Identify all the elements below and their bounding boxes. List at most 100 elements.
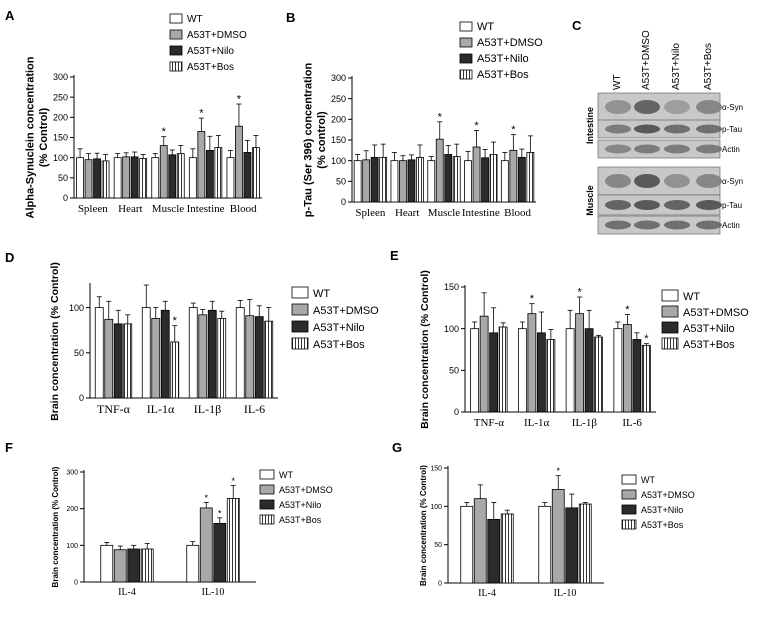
x-tick-label: Muscle — [428, 207, 461, 219]
blot-band — [696, 124, 722, 134]
panel-label: F — [5, 440, 13, 455]
legend-swatch — [621, 474, 637, 485]
lane-label: A53T+DMSO — [641, 30, 652, 90]
bar — [527, 313, 537, 413]
bar — [159, 145, 168, 199]
significance-marker: * — [218, 508, 222, 518]
bar — [122, 156, 131, 199]
bar — [578, 503, 592, 584]
panel-label: C — [572, 18, 582, 33]
significance-marker: * — [231, 476, 235, 486]
y-axis-label-line: p-Tau (Ser 396) concentration — [302, 63, 314, 218]
blot-band — [634, 124, 660, 134]
bar — [498, 326, 508, 413]
bar — [198, 314, 208, 399]
y-tick-label: 150 — [331, 135, 346, 145]
bar — [205, 150, 214, 199]
legend-label: A53T+Bos — [313, 339, 365, 351]
western-blot-panel: C WT A53T+DMSO A53T+Nilo A53T+Bos Intestine α-… — [572, 18, 743, 235]
legend: WT A53T+DMSO A53T+Nilo A53T+Bos — [459, 21, 543, 81]
y-tick-label: 200 — [331, 114, 346, 124]
bar — [226, 157, 235, 199]
legend-swatch — [169, 45, 183, 56]
panel-label: D — [5, 250, 14, 265]
bar — [379, 156, 388, 203]
bar — [188, 307, 198, 399]
x-tick-label: Heart — [395, 207, 419, 219]
legend-label: WT — [313, 288, 330, 300]
y-axis-label: Brain concentration (% Control) — [419, 270, 431, 429]
significance-marker: * — [530, 293, 535, 305]
bar — [460, 505, 474, 584]
bar — [362, 159, 371, 203]
legend-label: A53T+Bos — [683, 339, 735, 351]
y-axis-label-line: Brain concentration (% Control) — [419, 465, 428, 586]
y-tick-label: 200 — [53, 112, 68, 122]
chart-panel-d: D 0 50 100 Brain concentration (% Control) TN… — [5, 250, 379, 421]
blot-band — [664, 100, 690, 114]
blot-band — [634, 200, 660, 210]
y-axis-label-line: Brain concentration (% Control) — [49, 262, 61, 421]
bar — [141, 307, 151, 399]
y-axis-label-line: Brain concentration (% Control) — [419, 270, 431, 429]
bar — [245, 315, 255, 399]
bar — [622, 324, 632, 413]
bar — [151, 157, 160, 199]
bar — [186, 544, 200, 583]
bar — [575, 313, 585, 413]
significance-marker: * — [577, 287, 582, 299]
y-tick-label: 250 — [331, 94, 346, 104]
bar — [487, 518, 501, 584]
y-tick-label: 50 — [336, 176, 346, 186]
y-tick-label: 0 — [341, 197, 346, 207]
blot-band — [605, 124, 631, 134]
bar — [243, 152, 252, 199]
blot-band — [696, 200, 722, 210]
lane-label: WT — [612, 74, 623, 90]
bar — [197, 131, 206, 199]
y-tick-label: 100 — [53, 153, 68, 163]
significance-marker: * — [237, 94, 242, 106]
y-tick-label: 0 — [454, 407, 459, 417]
bar — [565, 328, 575, 413]
bar — [213, 522, 227, 583]
blot-band — [634, 220, 660, 230]
legend-swatch — [459, 53, 473, 64]
bar — [101, 160, 110, 199]
y-tick-label: 0 — [79, 393, 84, 403]
x-tick-label: IL-4 — [118, 587, 136, 598]
legend-label: A53T+Bos — [187, 62, 234, 73]
legend-label: WT — [641, 475, 655, 485]
band-label: p-Tau — [722, 201, 742, 210]
bar — [489, 154, 498, 203]
bar — [254, 316, 264, 399]
bar — [464, 160, 472, 203]
blot-band — [664, 144, 690, 154]
legend: WT A53T+DMSO A53T+Nilo A53T+Bos — [259, 469, 333, 525]
tissue-label: Intestine — [585, 107, 595, 144]
y-axis-label-line: (% control) — [316, 111, 328, 169]
y-tick-label: 300 — [66, 469, 78, 476]
bar — [226, 497, 240, 583]
bar — [551, 489, 565, 584]
y-tick-label: 50 — [449, 365, 459, 375]
band-label: α-Syn — [722, 177, 743, 186]
legend-label: A53T+DMSO — [477, 37, 543, 49]
legend: WT A53T+DMSO A53T+Nilo A53T+Bos — [169, 13, 247, 73]
legend-swatch — [291, 337, 309, 350]
bar — [489, 332, 499, 413]
bar — [546, 339, 556, 413]
blot-band — [605, 174, 631, 188]
y-axis-label: p-Tau (Ser 396) concentration (% control) — [302, 63, 328, 218]
bar — [370, 156, 379, 203]
significance-marker: * — [204, 493, 208, 503]
legend-swatch — [169, 61, 183, 72]
bar — [76, 157, 84, 199]
x-tick-label: Intestine — [462, 207, 500, 219]
x-tick-label: IL-10 — [554, 588, 577, 599]
panel-label: E — [390, 248, 399, 263]
bar — [500, 513, 514, 584]
